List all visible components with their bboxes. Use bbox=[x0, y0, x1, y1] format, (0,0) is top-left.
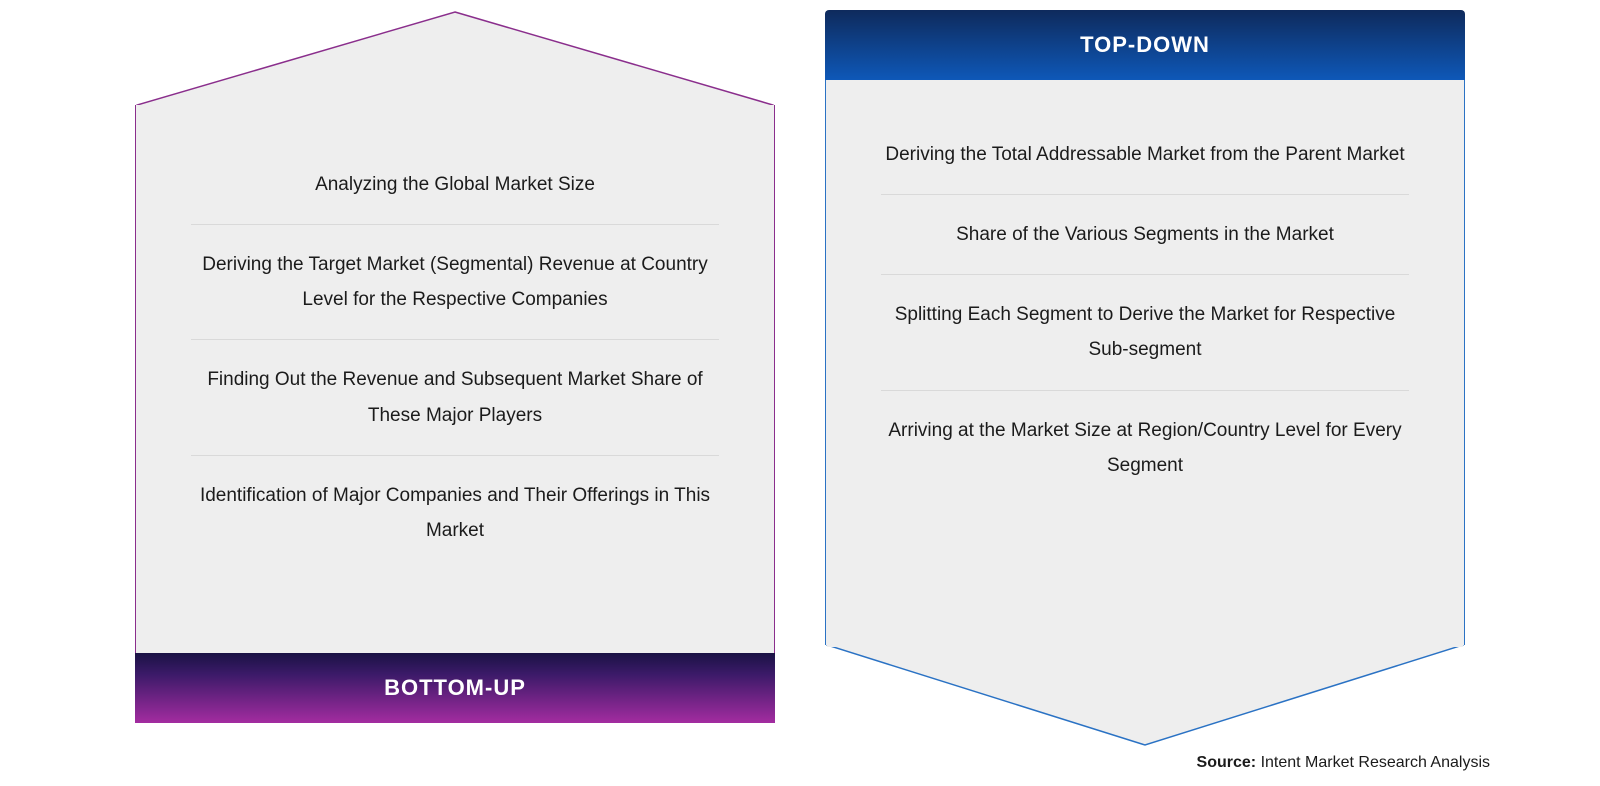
bottom-up-panel: Analyzing the Global Market Size Derivin… bbox=[135, 10, 775, 750]
top-down-title: TOP-DOWN bbox=[825, 10, 1465, 80]
top-down-list: Deriving the Total Addressable Market fr… bbox=[825, 80, 1465, 645]
list-item: Splitting Each Segment to Derive the Mar… bbox=[881, 275, 1409, 390]
list-item: Finding Out the Revenue and Subsequent M… bbox=[191, 340, 719, 455]
bottom-up-list: Analyzing the Global Market Size Derivin… bbox=[135, 105, 775, 655]
source-attribution: Source: Intent Market Research Analysis bbox=[1197, 754, 1490, 772]
list-item: Analyzing the Global Market Size bbox=[191, 145, 719, 225]
list-item: Deriving the Total Addressable Market fr… bbox=[881, 115, 1409, 195]
list-item: Identification of Major Companies and Th… bbox=[191, 456, 719, 570]
source-label: Source: bbox=[1197, 754, 1257, 771]
list-item: Arriving at the Market Size at Region/Co… bbox=[881, 391, 1409, 505]
top-down-panel: TOP-DOWN Deriving the Total Addressable … bbox=[825, 10, 1465, 750]
source-text: Intent Market Research Analysis bbox=[1261, 754, 1490, 771]
list-item: Share of the Various Segments in the Mar… bbox=[881, 195, 1409, 275]
diagram-container: Analyzing the Global Market Size Derivin… bbox=[0, 0, 1600, 750]
bottom-up-title: BOTTOM-UP bbox=[135, 653, 775, 723]
list-item: Deriving the Target Market (Segmental) R… bbox=[191, 225, 719, 340]
top-down-arrow-icon bbox=[825, 645, 1465, 750]
